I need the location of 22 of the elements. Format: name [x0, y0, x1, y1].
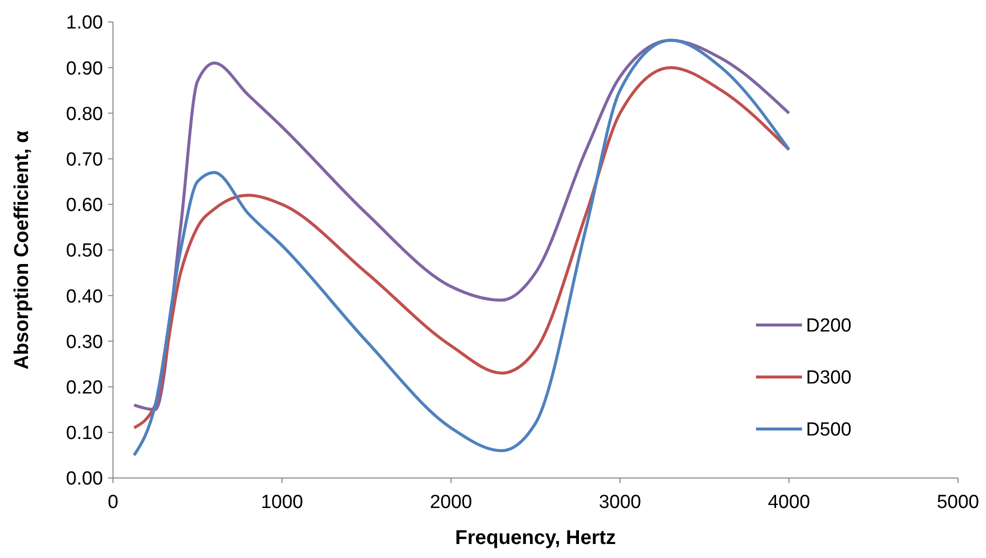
x-tick-label: 3000 — [598, 492, 642, 513]
x-axis-title: Frequency, Hertz — [455, 527, 616, 549]
x-tick-label: 0 — [108, 492, 118, 513]
legend-label: D500 — [806, 420, 852, 441]
y-tick-label: 0.50 — [66, 240, 103, 262]
y-tick-label: 0.40 — [66, 286, 103, 308]
x-tick-label: 2000 — [430, 492, 472, 513]
y-axis-title: Absorption Coefficient, α — [11, 130, 33, 370]
x-tick-label: 5000 — [936, 492, 980, 513]
y-tick-label: 0.60 — [66, 195, 103, 216]
legend-label: D300 — [806, 368, 852, 389]
y-tick-label: 0.80 — [66, 104, 103, 125]
x-tick-label: 1000 — [260, 492, 304, 513]
x-tick-label: 4000 — [768, 492, 810, 513]
y-tick-label: 0.70 — [66, 149, 103, 170]
y-tick-label: 0.90 — [66, 58, 103, 80]
legend-label: D200 — [806, 316, 852, 337]
y-tick-label: 0.10 — [66, 423, 103, 444]
y-tick-label: 1.00 — [66, 12, 103, 34]
y-tick-label: 0.00 — [66, 468, 103, 490]
y-tick-label: 0.20 — [66, 377, 103, 398]
y-tick-label: 0.30 — [66, 332, 103, 353]
